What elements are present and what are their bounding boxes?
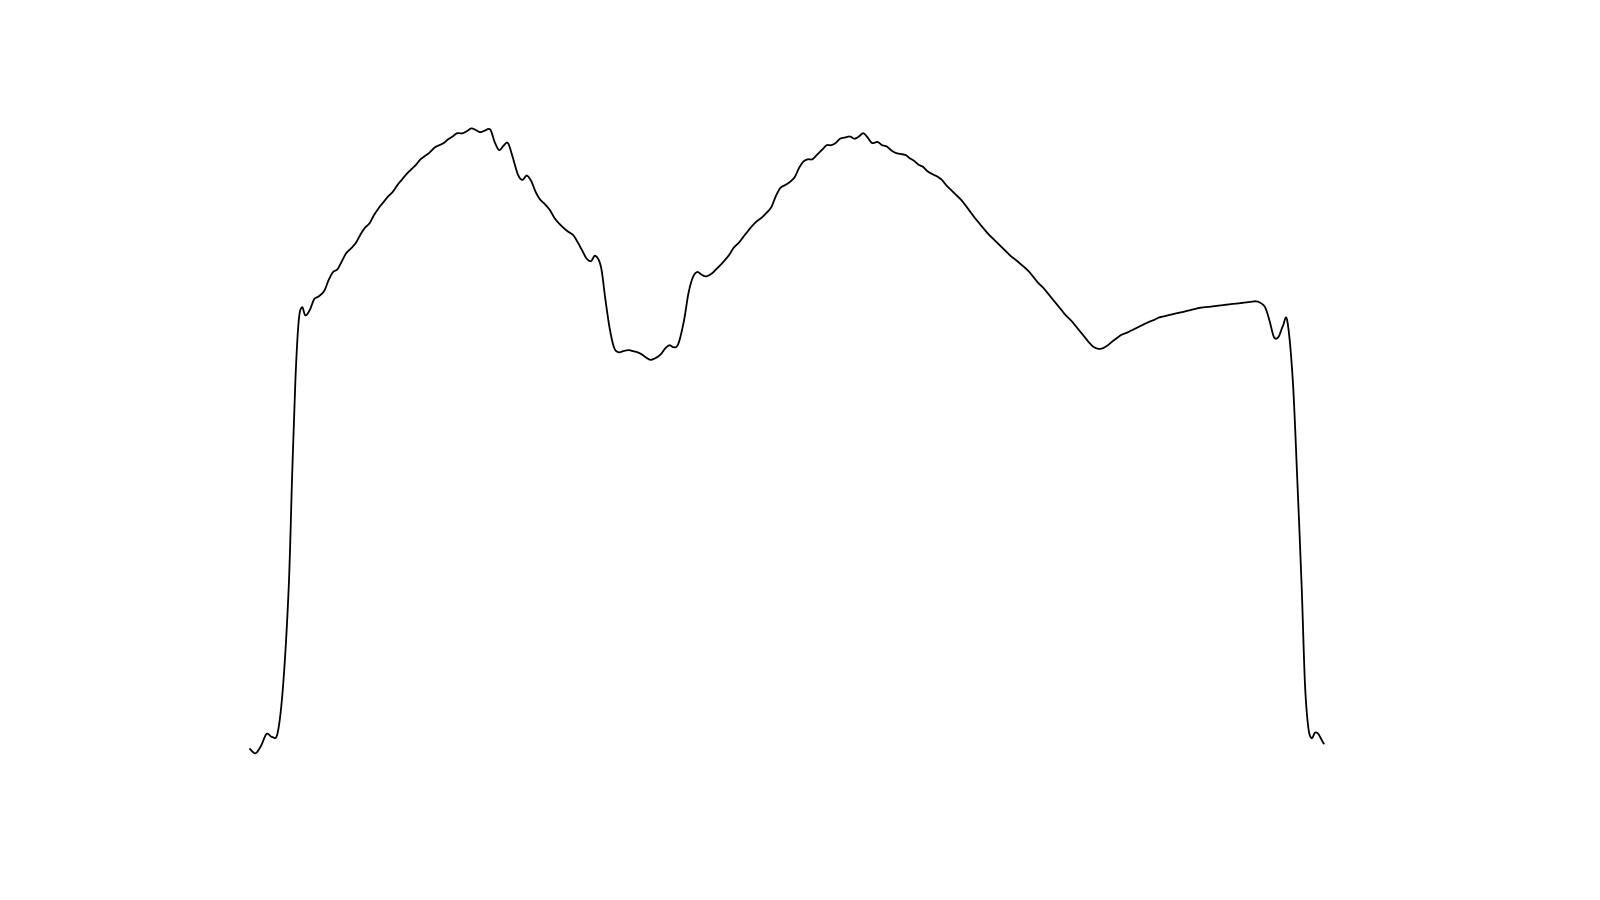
series-line [249, 127, 1325, 755]
